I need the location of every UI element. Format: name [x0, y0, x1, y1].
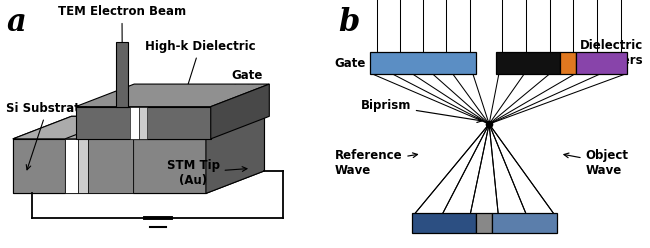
Polygon shape: [211, 84, 269, 139]
Polygon shape: [13, 139, 65, 193]
Text: Reference
Wave: Reference Wave: [335, 149, 417, 177]
Text: Gate
(Al): Gate (Al): [209, 69, 263, 121]
Polygon shape: [133, 139, 206, 193]
Polygon shape: [133, 116, 265, 139]
Bar: [576, 52, 627, 74]
Polygon shape: [75, 107, 211, 139]
Text: Gate: Gate: [335, 57, 366, 70]
Polygon shape: [206, 116, 265, 193]
Polygon shape: [13, 139, 206, 193]
Bar: [492, 213, 556, 233]
Text: Si Substrate: Si Substrate: [6, 102, 88, 170]
Text: Biprism: Biprism: [360, 99, 482, 123]
Polygon shape: [65, 139, 77, 193]
Text: TEM Electron Beam: TEM Electron Beam: [58, 5, 186, 58]
Bar: [560, 52, 576, 74]
Text: Object
Wave: Object Wave: [564, 149, 629, 177]
Polygon shape: [129, 107, 139, 139]
Polygon shape: [13, 116, 124, 139]
Polygon shape: [13, 116, 265, 139]
Polygon shape: [206, 116, 265, 193]
Text: a: a: [6, 7, 26, 38]
Text: b: b: [338, 7, 359, 38]
Text: STM Tip
(Au): STM Tip (Au): [166, 158, 247, 186]
Bar: [476, 213, 492, 233]
Polygon shape: [139, 107, 148, 139]
Bar: [412, 213, 476, 233]
Bar: [495, 52, 560, 74]
Bar: [370, 52, 476, 74]
Polygon shape: [75, 84, 269, 107]
Text: Dielectric
Layers: Dielectric Layers: [580, 39, 644, 67]
Text: High-k Dielectric: High-k Dielectric: [145, 40, 255, 95]
Polygon shape: [116, 42, 129, 107]
Polygon shape: [77, 139, 88, 193]
Polygon shape: [88, 139, 133, 193]
